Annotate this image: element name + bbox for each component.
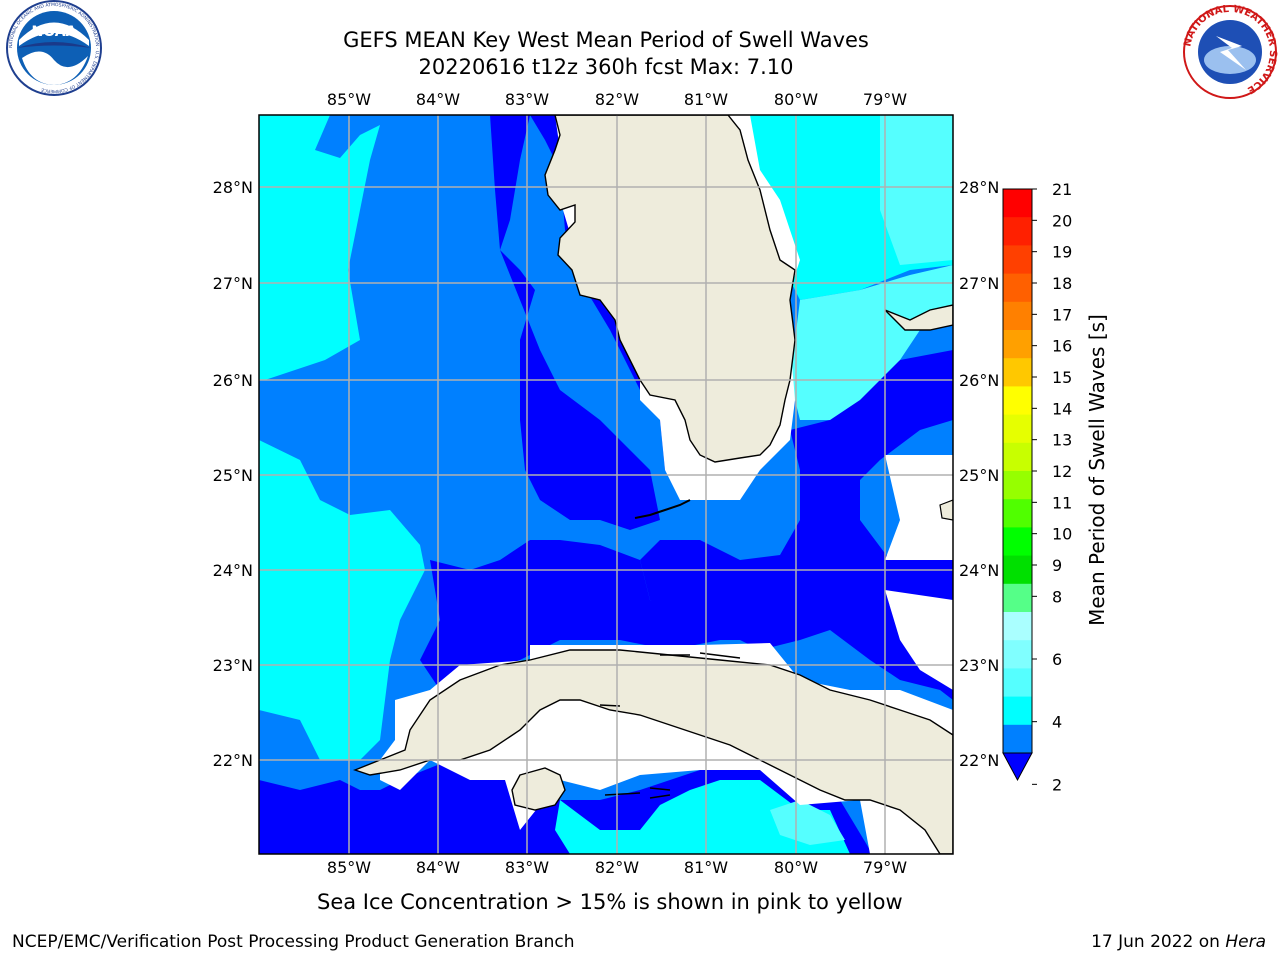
map-panel <box>259 115 953 854</box>
colorbar-segment <box>1003 386 1032 416</box>
colorbar-segment <box>1003 668 1032 698</box>
lat-tick-label-right: 28°N <box>959 178 999 197</box>
land-cuba-cays <box>599 652 741 799</box>
lon-tick-label-bottom: 80°W <box>774 858 818 877</box>
lon-tick-label-bottom: 81°W <box>684 858 728 877</box>
credit-text: NCEP/EMC/Verification Post Processing Pr… <box>12 932 575 952</box>
colorbar-segment <box>1003 442 1032 472</box>
lat-tick-label-left: 28°N <box>213 178 253 197</box>
lat-tick-label-right: 23°N <box>959 656 999 675</box>
lat-tick-label-right: 27°N <box>959 274 999 293</box>
noaa-logo-icon: NOAA NATIONAL OCEANIC AND ATMOSPHERIC AD… <box>6 0 102 96</box>
lon-tick-label-top: 85°W <box>327 90 371 109</box>
nws-logo-icon: NATIONAL WEATHER SERVICE <box>1182 4 1278 99</box>
colorbar-segment <box>1003 583 1032 613</box>
date-value: 17 Jun 2022 on <box>1091 932 1226 952</box>
colorbar-tick-label: 9 <box>1052 556 1062 575</box>
colorbar-tick-label: 8 <box>1052 587 1062 606</box>
lat-tick-label-left: 26°N <box>213 371 253 390</box>
colorbar-tick-label: 18 <box>1052 274 1072 293</box>
colorbar-tick-label: 15 <box>1052 368 1072 387</box>
land-bahamas-andros <box>884 304 953 331</box>
lat-tick-label-left: 22°N <box>213 751 253 770</box>
lon-tick-label-bottom: 84°W <box>416 858 460 877</box>
lon-tick-label-top: 83°W <box>505 90 549 109</box>
colorbar-tick-label: 13 <box>1052 431 1072 450</box>
colorbar-segment <box>1003 640 1032 669</box>
colorbar-tick-label: 12 <box>1052 462 1072 481</box>
lon-tick-label-bottom: 85°W <box>327 858 371 877</box>
colorbar-segment <box>1003 273 1032 303</box>
colorbar-tick-label: 4 <box>1052 713 1062 732</box>
colorbar-segment <box>1003 724 1032 754</box>
land-cuba <box>352 649 953 854</box>
lon-tick-label-bottom: 83°W <box>505 858 549 877</box>
lat-tick-label-left: 25°N <box>213 466 253 485</box>
colorbar-segment <box>1003 301 1032 331</box>
colorbar-segment <box>1003 217 1032 246</box>
land-florida <box>544 115 796 463</box>
land-isla-juventud <box>511 767 566 811</box>
lat-tick-label-right: 25°N <box>959 466 999 485</box>
colorbar-segment <box>1003 330 1032 359</box>
date-text: 17 Jun 2022 on Hera <box>1091 932 1266 952</box>
tick-labels: 85°W 85°W 84°W 84°W 83°W 83°W 82°W 82°W 81°W 81°W… <box>213 90 1000 877</box>
lat-tick-label-right: 22°N <box>959 751 999 770</box>
swell-region-caribbean-cyan <box>555 780 850 854</box>
colorbar-tick-label: 6 <box>1052 650 1062 669</box>
colorbar-segment <box>1003 245 1032 275</box>
lon-tick-label-top: 84°W <box>416 90 460 109</box>
colorbar-segment <box>1003 358 1032 387</box>
host-name: Hera <box>1225 932 1266 952</box>
colorbar-tick-label: 11 <box>1052 493 1072 512</box>
lat-tick-label-left: 27°N <box>213 274 253 293</box>
lon-tick-label-top: 79°W <box>863 90 907 109</box>
lon-tick-label-top: 82°W <box>595 90 639 109</box>
lon-tick-label-top: 81°W <box>684 90 728 109</box>
land-bahamas-east <box>939 499 953 521</box>
colorbar-tick-label: 20 <box>1052 211 1072 230</box>
gridlines <box>259 115 953 854</box>
colorbar-tick-label: 17 <box>1052 305 1072 324</box>
lon-tick-label-top: 80°W <box>774 90 818 109</box>
swell-region-straits <box>420 540 770 690</box>
colorbar-segment <box>1003 471 1032 500</box>
lat-tick-label-left: 24°N <box>213 561 253 580</box>
colorbar-segment <box>1003 414 1032 444</box>
map-frame <box>258 114 954 855</box>
swell-region-caribbean-light <box>770 800 845 845</box>
map-subtitle: 20220616 t12z 360h fcst Max: 7.10 <box>418 55 794 79</box>
lat-tick-label-left: 23°N <box>213 656 253 675</box>
colorbar-extend-triangle <box>1002 752 1033 782</box>
colorbar-tick-label: 16 <box>1052 337 1072 356</box>
colorbar-segment <box>1003 527 1032 557</box>
colorbar-segment <box>1003 555 1032 585</box>
colorbar-segment <box>1003 696 1032 726</box>
sea-ice-caption: Sea Ice Concentration > 15% is shown in … <box>317 890 903 914</box>
colorbar-segment <box>1003 499 1032 528</box>
lat-tick-label-right: 24°N <box>959 561 999 580</box>
lon-tick-label-bottom: 79°W <box>863 858 907 877</box>
colorbar-segment <box>1003 612 1032 641</box>
swell-region-west-shelf <box>259 440 425 760</box>
svg-text:NOAA: NOAA <box>32 24 77 40</box>
no-data-bahamas <box>885 455 953 560</box>
colorbar-tick-label: 10 <box>1052 525 1072 544</box>
colorbar-label: Mean Period of Swell Waves [s] <box>1085 314 1109 626</box>
colorbar-segment <box>1003 189 1032 218</box>
colorbar-tick-label: 19 <box>1052 243 1072 262</box>
lat-tick-label-right: 26°N <box>959 371 999 390</box>
colorbar-tick-label: 2 <box>1052 775 1062 794</box>
colorbar-tick-label: 14 <box>1052 399 1072 418</box>
lon-tick-label-bottom: 82°W <box>595 858 639 877</box>
land-florida-keys <box>634 499 691 519</box>
map-title: GEFS MEAN Key West Mean Period of Swell … <box>343 28 869 52</box>
swell-region-atlantic-light <box>790 265 953 420</box>
swell-region-atlantic-ne-light <box>880 115 953 265</box>
colorbar: 21 20 19 18 17 16 15 14 13 12 11 10 9 8 6 4 2 <box>1002 180 1072 794</box>
colorbar-tick-label: 21 <box>1052 180 1072 199</box>
